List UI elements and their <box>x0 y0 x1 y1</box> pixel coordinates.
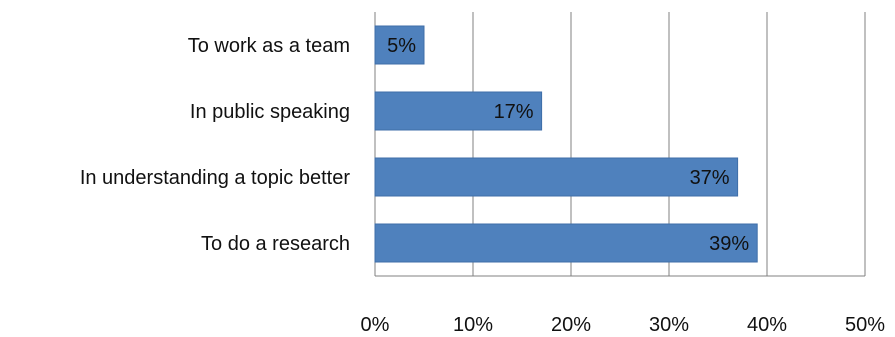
x-tick-label: 50% <box>845 314 885 336</box>
category-label: To work as a team <box>188 35 350 57</box>
category-layer: To work as a team In public speaking In un… <box>80 35 351 255</box>
bar <box>374 157 739 197</box>
bar <box>374 25 425 65</box>
tick-layer: 0% 10% 20% 30% 40% 50% <box>361 314 886 336</box>
x-tick-label: 0% <box>361 314 390 336</box>
category-label: In public speaking <box>190 101 350 123</box>
bar-layer <box>374 25 758 263</box>
x-tick-label: 30% <box>649 314 689 336</box>
x-tick-label: 20% <box>551 314 591 336</box>
data-label: 39% <box>709 233 749 255</box>
x-tick-label: 10% <box>453 314 493 336</box>
label-layer: 5% 17% 37% 39% <box>387 35 749 255</box>
data-label: 37% <box>690 167 730 189</box>
category-label: To do a research <box>201 233 350 255</box>
grid-layer <box>374 12 866 277</box>
x-tick-label: 40% <box>747 314 787 336</box>
bar <box>374 91 543 131</box>
category-label: In understanding a topic better <box>80 167 351 189</box>
data-label: 17% <box>494 101 534 123</box>
bar <box>374 223 758 263</box>
data-label: 5% <box>387 35 416 57</box>
